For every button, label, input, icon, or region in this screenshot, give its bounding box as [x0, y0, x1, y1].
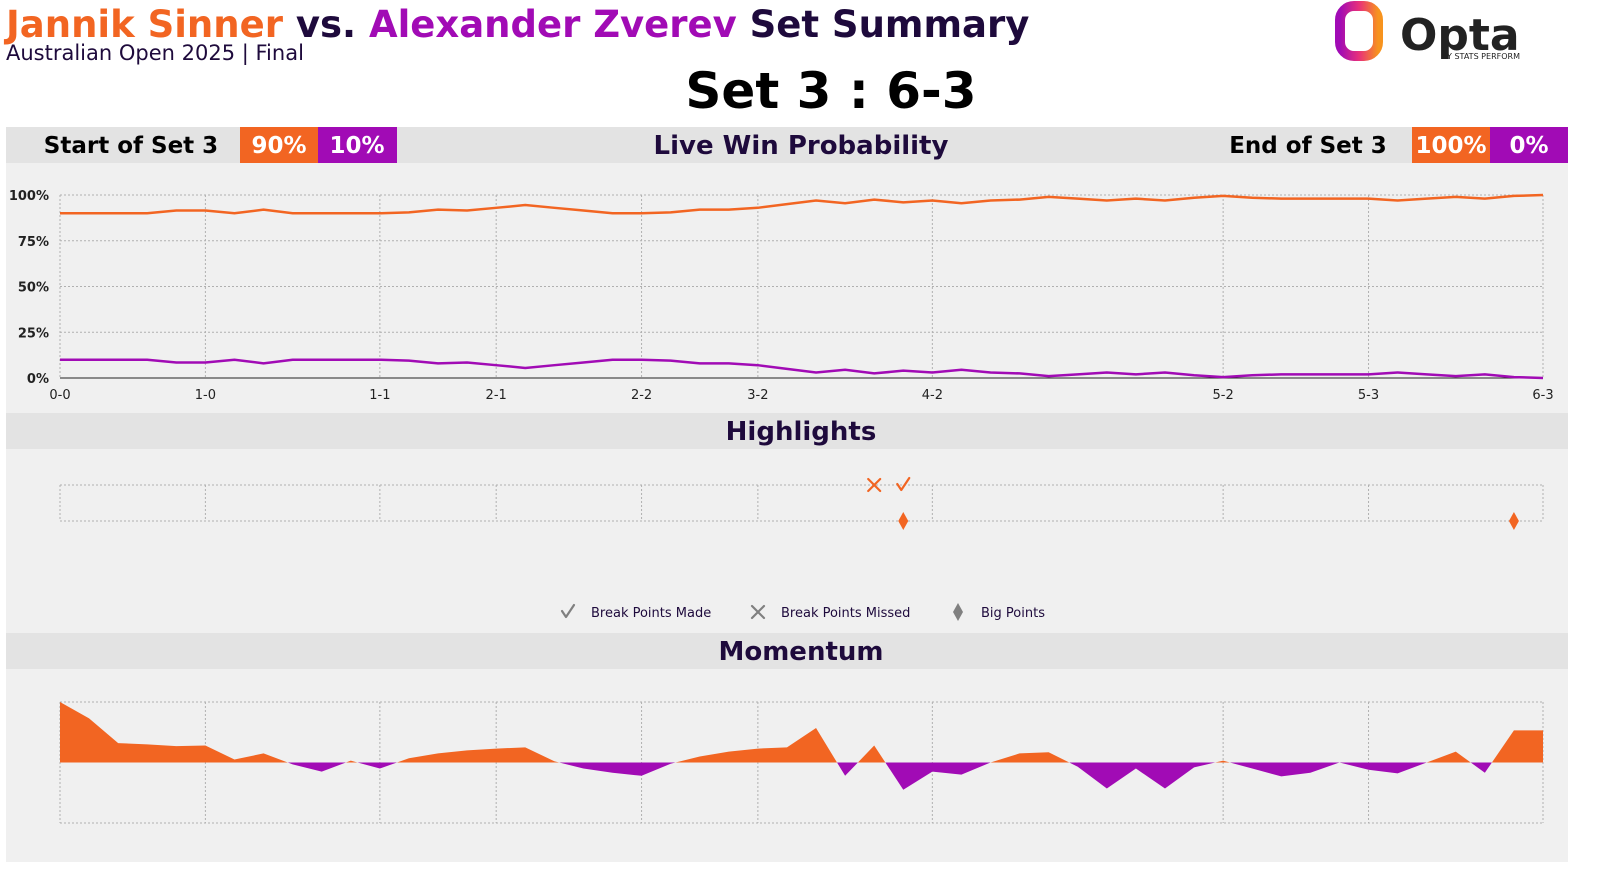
section-title: Live Win Probability [654, 131, 949, 161]
legend-marker [750, 604, 766, 620]
logo-sub: BY STATS PERFORM [1442, 52, 1520, 61]
legend-marker [560, 603, 576, 619]
section-title: Highlights [726, 417, 877, 447]
x-tick-label: 5-2 [1213, 388, 1234, 403]
start-box-player1 [240, 127, 318, 163]
section-band [6, 413, 1568, 449]
set-score: Set 3 : 6-3 [685, 62, 976, 120]
player1-name: Jannik Sinner [3, 3, 284, 46]
x-tick-label: 2-2 [631, 388, 652, 403]
momentum-area-positive [60, 702, 1543, 763]
x-tick-label: 5-3 [1358, 388, 1379, 403]
end-value: 0% [1509, 133, 1548, 159]
start-value: 90% [251, 133, 306, 159]
subtitle: Australian Open 2025 | Final [6, 41, 304, 66]
logo-icon [1335, 1, 1383, 61]
x-tick-label: 6-3 [1532, 388, 1553, 403]
y-tick-label: 25% [18, 326, 49, 341]
win-probability-line [60, 193, 1544, 215]
end-label: End of Set 3 [1229, 133, 1387, 159]
y-tick-label: 75% [18, 235, 49, 250]
x-tick-label: 2-1 [486, 388, 507, 403]
highlight-marker [1508, 512, 1519, 530]
end-value: 100% [1415, 133, 1486, 159]
momentum-area-negative [60, 762, 1543, 790]
start-box-player2 [318, 127, 397, 163]
x-tick-label: 4-2 [922, 388, 943, 403]
panel [6, 669, 1568, 862]
win-probability-line [60, 358, 1544, 380]
highlight-marker [896, 476, 911, 492]
legend-marker [953, 603, 963, 621]
highlight-marker [867, 477, 882, 493]
logo: Opta BY STATS PERFORM [1335, 1, 1520, 61]
vs: vs. [296, 3, 356, 46]
player2-name: Alexander Zverev [369, 3, 737, 46]
section-band [6, 633, 1568, 669]
section-title: Momentum [718, 637, 883, 667]
end-box-player2 [1490, 127, 1568, 163]
y-tick-label: 100% [9, 189, 49, 204]
title-end: Set Summary [750, 3, 1030, 46]
legend-label: Big Points [981, 606, 1045, 621]
x-tick-label: 3-2 [747, 388, 768, 403]
panel [6, 449, 1568, 633]
x-tick-label: 0-0 [49, 388, 70, 403]
y-tick-label: 0% [27, 372, 49, 387]
title: Jannik Sinner vs. Alexander Zverev Set S… [3, 3, 1029, 46]
end-box-player1 [1412, 127, 1490, 163]
x-tick-label: 1-1 [369, 388, 390, 403]
legend-label: Break Points Made [591, 606, 711, 621]
highlight-marker [898, 512, 909, 530]
logo-text: Opta [1400, 10, 1520, 61]
y-tick-label: 50% [18, 281, 49, 296]
x-tick-label: 1-0 [195, 388, 216, 403]
start-label: Start of Set 3 [44, 133, 218, 159]
start-value: 10% [329, 133, 384, 159]
legend-label: Break Points Missed [781, 606, 910, 621]
